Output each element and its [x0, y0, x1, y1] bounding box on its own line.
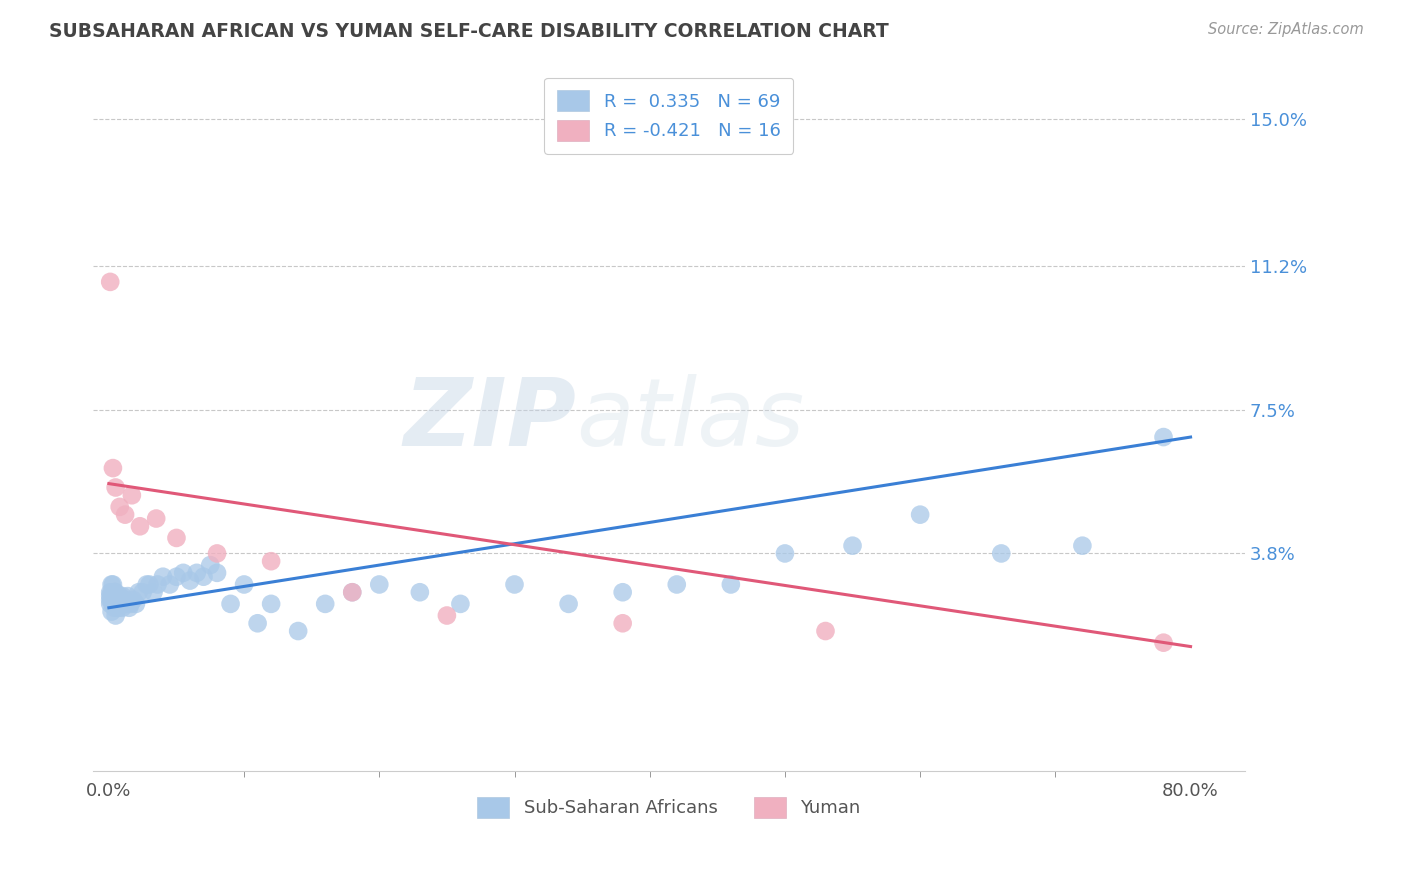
Point	[104, 608, 127, 623]
Point	[205, 546, 228, 560]
Point	[98, 589, 121, 603]
Point	[219, 597, 242, 611]
Point	[342, 585, 364, 599]
Point	[314, 597, 336, 611]
Point	[205, 566, 228, 580]
Point	[612, 585, 634, 599]
Point	[101, 577, 124, 591]
Point	[125, 597, 148, 611]
Point	[260, 597, 283, 611]
Text: atlas: atlas	[576, 374, 804, 465]
Point	[98, 597, 121, 611]
Point	[120, 597, 142, 611]
Point	[101, 597, 124, 611]
Point	[114, 508, 136, 522]
Point	[1071, 539, 1094, 553]
Point	[142, 585, 165, 599]
Point	[146, 577, 169, 591]
Point	[111, 589, 134, 603]
Point	[108, 589, 131, 603]
Point	[612, 616, 634, 631]
Point	[107, 600, 129, 615]
Point	[118, 600, 141, 615]
Point	[246, 616, 269, 631]
Point	[368, 577, 391, 591]
Point	[105, 597, 128, 611]
Point	[108, 500, 131, 514]
Legend: Sub-Saharan Africans, Yuman: Sub-Saharan Africans, Yuman	[470, 789, 868, 825]
Point	[159, 577, 181, 591]
Point	[100, 577, 122, 591]
Point	[135, 577, 157, 591]
Point	[100, 605, 122, 619]
Point	[557, 597, 579, 611]
Point	[104, 585, 127, 599]
Point	[166, 570, 188, 584]
Point	[103, 600, 125, 615]
Point	[100, 593, 122, 607]
Text: Source: ZipAtlas.com: Source: ZipAtlas.com	[1208, 22, 1364, 37]
Point	[111, 600, 134, 615]
Point	[101, 589, 124, 603]
Point	[186, 566, 208, 580]
Point	[138, 577, 160, 591]
Point	[129, 519, 152, 533]
Point	[128, 585, 150, 599]
Point	[98, 585, 121, 599]
Point	[101, 461, 124, 475]
Point	[98, 593, 121, 607]
Point	[98, 275, 121, 289]
Point	[110, 593, 132, 607]
Point	[105, 589, 128, 603]
Point	[122, 593, 145, 607]
Point	[665, 577, 688, 591]
Point	[145, 511, 167, 525]
Point	[117, 589, 139, 603]
Point	[115, 597, 138, 611]
Point	[409, 585, 432, 599]
Point	[100, 585, 122, 599]
Point	[1153, 635, 1175, 649]
Point	[503, 577, 526, 591]
Point	[990, 546, 1012, 560]
Point	[233, 577, 256, 591]
Point	[342, 585, 364, 599]
Point	[908, 508, 931, 522]
Point	[449, 597, 471, 611]
Point	[814, 624, 837, 638]
Point	[436, 608, 458, 623]
Point	[720, 577, 742, 591]
Point	[200, 558, 222, 573]
Point	[104, 481, 127, 495]
Point	[841, 539, 863, 553]
Point	[260, 554, 283, 568]
Text: SUBSAHARAN AFRICAN VS YUMAN SELF-CARE DISABILITY CORRELATION CHART: SUBSAHARAN AFRICAN VS YUMAN SELF-CARE DI…	[49, 22, 889, 41]
Point	[166, 531, 188, 545]
Point	[121, 488, 143, 502]
Text: ZIP: ZIP	[404, 374, 576, 466]
Point	[112, 597, 135, 611]
Point	[287, 624, 309, 638]
Point	[131, 585, 153, 599]
Point	[104, 597, 127, 611]
Point	[773, 546, 796, 560]
Point	[114, 593, 136, 607]
Point	[108, 597, 131, 611]
Point	[179, 574, 201, 588]
Point	[1153, 430, 1175, 444]
Point	[152, 570, 174, 584]
Point	[103, 585, 125, 599]
Point	[172, 566, 194, 580]
Point	[193, 570, 215, 584]
Point	[107, 593, 129, 607]
